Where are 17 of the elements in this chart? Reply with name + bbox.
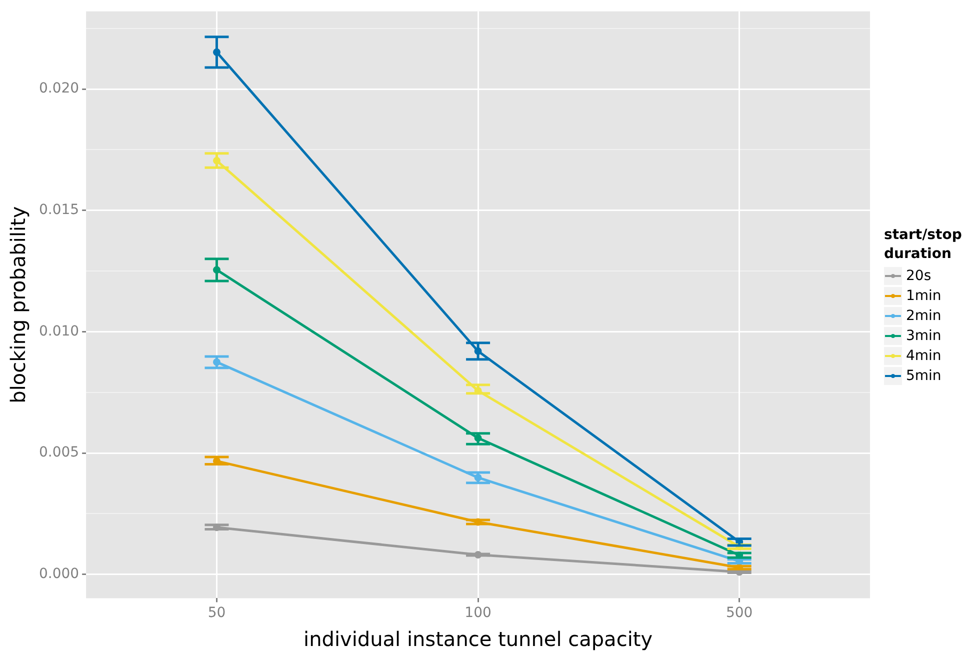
y-tick-label: 0.010 bbox=[38, 323, 80, 340]
legend-title: start/stop duration bbox=[884, 226, 963, 264]
y-axis-title: blocking probability bbox=[6, 206, 30, 404]
x-tick-label: 100 bbox=[464, 605, 492, 622]
y-tick-label: 0.000 bbox=[38, 566, 80, 582]
legend-label: 2min bbox=[906, 308, 942, 324]
legend-label: 1min bbox=[906, 288, 942, 304]
x-tick-label: 50 bbox=[208, 605, 226, 622]
x-tick-label: 500 bbox=[726, 605, 753, 622]
legend-label: 3min bbox=[906, 328, 942, 344]
x-axis-title: individual instance tunnel capacity bbox=[304, 627, 653, 652]
y-tick-label: 0.015 bbox=[38, 202, 80, 218]
legend-label: 4min bbox=[906, 348, 942, 364]
y-tick-label: 0.005 bbox=[38, 444, 80, 461]
legend-label: 5min bbox=[906, 368, 942, 384]
y-tick-label: 0.020 bbox=[38, 80, 80, 97]
legend-label: 20s bbox=[906, 268, 932, 284]
